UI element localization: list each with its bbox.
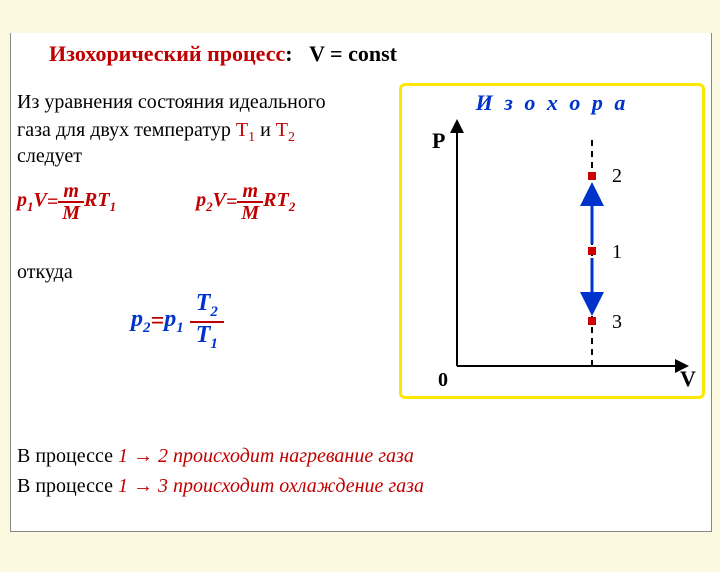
y-label: P [432,128,445,153]
origin-label: 0 [438,369,448,391]
slide: Изохорический процесс: V = const Из урав… [10,32,712,532]
formula-2: p2V = mM RT2 [196,181,295,223]
formula-3: p2 = p1 T2 T1 [131,291,224,352]
graph-panel: И з о х о р а P V 0 [399,83,705,399]
point-2-label: 2 [612,165,622,187]
text-line-3: следует [17,145,82,168]
point-3-label: 3 [612,311,622,333]
text-otkuda: откуда [17,261,73,284]
formula-1: p1V = mM RT1 [17,181,116,223]
top-bar [1,1,720,33]
process-1: В процессе 1 → 2 происходит нагревание г… [17,445,414,468]
isochore-chart: P V 0 2 1 3 [402,86,702,396]
point-3 [588,317,596,325]
heading-term: Изохорический процесс [49,41,285,66]
point-1-label: 1 [612,241,622,263]
graph-title: И з о х о р а [402,90,702,116]
process-2: В процессе 1 → 3 происходит охлаждение г… [17,475,424,498]
point-1 [588,247,596,255]
heading: Изохорический процесс: V = const [49,41,397,67]
point-2 [588,172,596,180]
x-label: V [680,366,696,391]
equation-row: p1V = mM RT1 p2V = mM RT2 [17,181,437,223]
heading-eq: V = const [298,41,397,66]
text-line-2: газа для двух температур Т1 и Т2 [17,119,295,146]
text-line-1: Из уравнения состояния идеального [17,91,326,114]
heading-colon: : [285,41,292,66]
